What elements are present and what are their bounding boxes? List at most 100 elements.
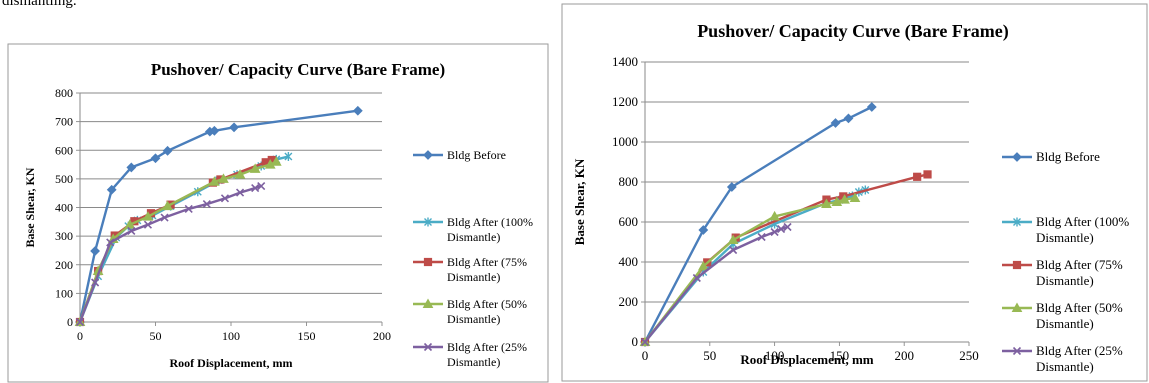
chart-1: Pushover/ Capacity Curve (Bare Frame) 0 10… xyxy=(7,43,549,383)
data-point xyxy=(839,194,850,204)
series-line xyxy=(643,105,873,343)
legend-label: Bldg After (50% Dismantle) xyxy=(1036,300,1123,331)
data-point xyxy=(91,278,100,287)
y-tick-label: 0 xyxy=(67,315,73,329)
legend-label-line: Dismantle) xyxy=(1036,273,1094,288)
legend-swatch-marker xyxy=(424,217,432,227)
data-point xyxy=(640,337,650,347)
series-line xyxy=(78,184,262,323)
legend-swatch-marker xyxy=(423,257,433,267)
legend-label: Bldg After (50% Dismantle) xyxy=(447,297,527,326)
data-point xyxy=(162,145,173,156)
y-tick-label: 1400 xyxy=(612,54,638,69)
data-point xyxy=(235,188,245,197)
data-point xyxy=(257,181,266,191)
y-tick-label: 800 xyxy=(619,174,639,189)
y-tick-label: 600 xyxy=(55,143,73,157)
legend-swatch-marker xyxy=(1012,152,1022,162)
x-tick-label: 200 xyxy=(373,329,391,343)
y-tick-label: 700 xyxy=(55,115,73,129)
y-tick-label: 400 xyxy=(619,254,639,269)
legend-swatch-marker xyxy=(422,298,434,308)
y-tick-label: 100 xyxy=(55,286,73,300)
data-point xyxy=(209,125,220,136)
legend-label-line: Bldg After (100% xyxy=(447,215,533,229)
page-top-text: dismantling. xyxy=(2,0,77,9)
data-point xyxy=(270,156,282,166)
y-tick-label: 0 xyxy=(632,334,639,349)
y-tick-label: 1200 xyxy=(612,94,638,109)
x-tick-label: 0 xyxy=(642,348,649,363)
data-point xyxy=(726,182,737,192)
data-point xyxy=(698,225,709,235)
x-tick-label: 250 xyxy=(959,348,979,363)
series-5 xyxy=(640,222,792,347)
legend-label-line: Bldg After (75% xyxy=(1036,257,1123,272)
data-point xyxy=(692,273,701,283)
legend-swatch-marker xyxy=(1013,217,1021,227)
data-point xyxy=(831,196,843,206)
legend-label-line: Bldg After (25% xyxy=(1036,343,1123,358)
series-1 xyxy=(75,105,363,327)
x-tick-label: 100 xyxy=(222,329,240,343)
data-point xyxy=(90,246,101,256)
legend-swatch-marker xyxy=(1012,260,1022,270)
legend-label-line: Dismantle) xyxy=(447,355,500,369)
chart-frame xyxy=(7,43,549,383)
data-point xyxy=(843,113,854,124)
x-tick-label: 100 xyxy=(765,348,785,363)
data-point xyxy=(770,227,779,237)
data-point xyxy=(184,204,193,213)
legend-label-line: Bldg After (25% xyxy=(447,340,527,354)
data-point xyxy=(234,169,246,179)
y-tick-label: 200 xyxy=(619,294,639,309)
legend-label-line: Dismantle) xyxy=(447,270,500,284)
chart-title: Pushover/ Capacity Curve (Bare Frame) xyxy=(151,60,445,79)
data-point xyxy=(220,194,230,203)
x-tick-label: 50 xyxy=(150,329,162,343)
legend-swatch-marker xyxy=(423,150,433,160)
data-point xyxy=(162,200,173,211)
x-axis-label: Roof Displacement, mm xyxy=(170,356,293,370)
data-point xyxy=(160,213,169,222)
x-tick-label: 0 xyxy=(77,329,83,343)
series-5 xyxy=(75,181,266,327)
chart-title: Pushover/ Capacity Curve (Bare Frame) xyxy=(697,21,1009,42)
x-tick-label: 50 xyxy=(703,348,716,363)
data-point xyxy=(126,162,137,173)
y-tick-label: 1000 xyxy=(612,134,638,149)
data-point xyxy=(127,226,136,236)
legend-label-line: Bldg After (75% xyxy=(447,255,527,269)
data-point xyxy=(143,220,153,229)
legend-swatch-marker xyxy=(1012,346,1022,356)
data-point xyxy=(106,184,117,195)
y-axis-label: Base Shear, KN xyxy=(572,158,587,245)
y-tick-label: 800 xyxy=(55,86,73,100)
data-point xyxy=(209,176,220,186)
data-point xyxy=(849,192,861,202)
data-point xyxy=(783,222,792,232)
data-point xyxy=(218,173,229,183)
legend-label: Bldg After (25% Dismantle) xyxy=(1036,343,1123,374)
legend-label-line: Dismantle) xyxy=(447,230,500,244)
legend-label: Bldg After (75% Dismantle) xyxy=(1036,257,1123,288)
legend-label: Bldg After (75% Dismantle) xyxy=(447,255,527,284)
legend-label: Bldg After (25% Dismantle) xyxy=(447,340,527,369)
data-point xyxy=(352,105,363,116)
data-point xyxy=(830,118,841,128)
data-point xyxy=(777,224,786,234)
y-tick-label: 500 xyxy=(55,172,73,186)
y-tick-label: 200 xyxy=(55,258,73,272)
y-axis-label: Base Shear, KN xyxy=(23,167,37,247)
data-point xyxy=(923,170,932,179)
data-point xyxy=(124,219,136,229)
series-line xyxy=(78,109,358,323)
legend-label: Bldg After (100% Dismantle) xyxy=(447,215,533,244)
legend-swatch-marker xyxy=(1011,302,1023,312)
data-point xyxy=(769,210,780,221)
data-point xyxy=(866,102,877,112)
x-tick-label: 200 xyxy=(894,348,914,363)
x-tick-label: 150 xyxy=(830,348,850,363)
data-point xyxy=(202,199,211,209)
